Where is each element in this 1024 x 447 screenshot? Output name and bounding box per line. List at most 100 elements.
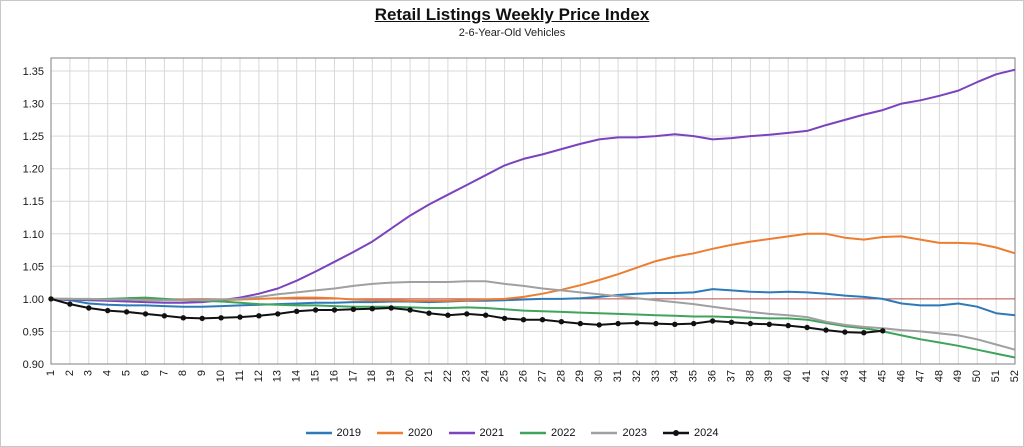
series-marker-2024: [501, 315, 508, 322]
series-line-2019: [50, 288, 1016, 317]
x-tick-label: 38: [744, 370, 756, 382]
series-marker-2024: [294, 308, 300, 314]
x-tick-label: 35: [688, 370, 700, 382]
price-index-chart: 0.90 0.95 1.00 1.05 1.10 1.15 1.20 1.25 1.30 1.35…: [23, 57, 1021, 382]
x-tick-label: 6: [139, 370, 151, 376]
x-tick-label: 23: [461, 370, 473, 382]
legend-item-2023: 2023: [591, 427, 647, 439]
series-marker-2024: [634, 320, 640, 326]
series-marker-2024: [520, 317, 527, 323]
series-line-2020: [51, 232, 1016, 302]
legend-swatch-2021: [448, 431, 475, 435]
x-tick-label: 29: [574, 370, 586, 382]
legend-item-2019: 2019: [305, 427, 362, 439]
y-tick-label: 1.30: [23, 99, 44, 111]
x-tick-label: 26: [517, 370, 529, 382]
y-tick-label: 1.10: [23, 229, 44, 241]
legend-item-2024: 2024: [662, 427, 719, 439]
series-marker-2024: [426, 310, 432, 316]
x-tick-label: 1: [45, 370, 57, 376]
x-tick-label: 12: [253, 370, 265, 382]
series-marker-2024: [691, 320, 697, 327]
series-marker-2024: [218, 315, 224, 321]
x-tick-label: 25: [499, 370, 511, 382]
legend-swatch-2019: [305, 431, 332, 435]
x-tick-label: 36: [707, 370, 719, 382]
x-tick-label: 24: [480, 370, 492, 382]
series-marker-2024: [312, 307, 319, 313]
series-marker-2024: [445, 312, 451, 318]
x-tick-label: 34: [669, 370, 681, 382]
series-marker-2024: [67, 301, 73, 307]
x-tick-label: 22: [442, 370, 454, 382]
x-tick-label: 41: [801, 370, 813, 382]
x-tick-label: 3: [83, 370, 95, 376]
x-tick-label: 39: [763, 370, 775, 382]
legend-label-2019: 2019: [336, 427, 362, 439]
legend-label-2021: 2021: [479, 427, 504, 439]
x-tick-label: 27: [536, 370, 548, 382]
series-marker-2024: [369, 306, 375, 312]
x-tick-label: 21: [423, 370, 435, 382]
x-tick-label: 51: [990, 370, 1002, 382]
x-tick-label: 52: [1009, 370, 1021, 382]
y-tick-label: 0.90: [23, 359, 44, 371]
series-marker-2024: [709, 318, 716, 324]
x-tick-label: 19: [385, 370, 397, 382]
series-marker-2024: [747, 320, 754, 327]
x-tick-label: 13: [272, 370, 284, 382]
series-marker-2024: [804, 324, 810, 331]
chart-header: Retail Listings Weekly Price Index 2-6-Y…: [1, 5, 1023, 39]
legend-item-2021: 2021: [448, 427, 504, 439]
page-subtitle: 2-6-Year-Old Vehicles: [458, 27, 566, 40]
legend-label-2024: 2024: [693, 427, 719, 439]
series-marker-2024: [256, 313, 262, 319]
series-marker-2024: [728, 319, 735, 325]
y-tick-label: 1.20: [23, 164, 44, 176]
series-line-2023: [51, 280, 1016, 351]
x-tick-label: 7: [158, 370, 170, 376]
legend-item-2020: 2020: [377, 427, 433, 439]
x-tick-label: 45: [877, 370, 889, 382]
y-tick-label: 1.00: [23, 294, 44, 306]
x-tick-label: 4: [102, 370, 114, 376]
x-tick-label: 11: [234, 370, 246, 381]
series-marker-2024: [861, 330, 867, 336]
plot-border: [50, 57, 1016, 365]
series-marker-2024: [539, 317, 546, 323]
x-tick-label: 5: [121, 370, 133, 376]
series-marker-2024: [199, 315, 205, 322]
legend-label-2022: 2022: [551, 427, 576, 439]
x-tick-label: 28: [555, 370, 567, 382]
series-marker-2024: [880, 328, 886, 334]
series-marker-2024: [577, 320, 583, 327]
legend-swatch-2020: [377, 431, 404, 435]
legend-label-2020: 2020: [408, 427, 433, 439]
x-tick-label: 8: [177, 370, 189, 376]
series-marker-2024: [275, 311, 281, 317]
series-marker-2024: [596, 322, 602, 328]
series-marker-2024: [842, 329, 848, 335]
x-tick-label: 50: [971, 370, 983, 382]
x-tick-label: 2: [64, 370, 76, 376]
series-marker-2024: [558, 319, 565, 325]
x-tick-label: 47: [914, 370, 926, 382]
series-marker-2024: [615, 320, 621, 327]
series-line-2022: [51, 296, 1016, 359]
legend-item-2022: 2022: [520, 427, 575, 439]
x-tick-label: 31: [612, 370, 624, 382]
x-tick-label: 30: [593, 370, 605, 382]
x-tick-label: 40: [782, 370, 794, 382]
series-marker-2024: [653, 320, 659, 327]
series-marker-2024: [180, 315, 186, 321]
series-marker-2024: [672, 321, 678, 327]
series-marker-2024: [766, 321, 772, 327]
y-tick-label: 1.15: [23, 196, 44, 208]
series-marker-2024: [86, 305, 92, 311]
x-tick-label: 46: [896, 370, 908, 382]
x-tick-label: 43: [839, 370, 851, 382]
x-tick-label: 33: [650, 370, 662, 382]
x-tick-label: 15: [310, 370, 322, 382]
series-marker-2024: [123, 309, 130, 315]
